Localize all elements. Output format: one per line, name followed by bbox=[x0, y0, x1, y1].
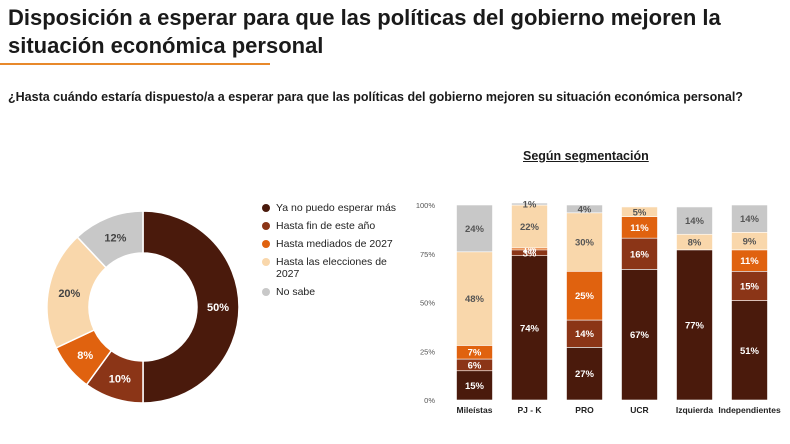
bar-segment-hasta-las-elecciones-de-2027 bbox=[621, 206, 658, 218]
donut-slice-ya-no-puedo-esperar-mas bbox=[142, 210, 240, 404]
bar-segment-hasta-las-elecciones-de-2027 bbox=[566, 212, 603, 272]
bar-value-label: 5% bbox=[633, 207, 647, 218]
page-title: Disposición a esperar para que las polít… bbox=[8, 5, 721, 58]
bar-value-label: 11% bbox=[740, 256, 759, 267]
legend-swatch bbox=[262, 288, 270, 296]
bar-value-label: 3% bbox=[523, 248, 537, 259]
bar-value-label: 48% bbox=[465, 294, 485, 305]
donut-slice-no-sabe bbox=[76, 210, 144, 269]
x-category-label: Mileístas bbox=[457, 405, 493, 415]
legend-label: No sabe bbox=[276, 286, 316, 298]
legend-swatch bbox=[262, 240, 270, 248]
bar-segment-hasta-fin-de-este-ano bbox=[731, 271, 768, 301]
donut-value-label: 12% bbox=[104, 232, 126, 244]
bar-segment-no-sabe bbox=[566, 204, 603, 214]
bar-value-label: 22% bbox=[520, 222, 540, 233]
bar-segment-no-sabe bbox=[511, 202, 548, 206]
y-tick-label: 100% bbox=[416, 201, 436, 210]
bar-value-label: 74% bbox=[520, 323, 540, 334]
legend-swatch bbox=[262, 204, 270, 212]
bar-segment-ya-no-puedo-esperar-mas bbox=[456, 370, 493, 401]
bar-value-label: 11% bbox=[630, 223, 649, 234]
legend-label: Hasta fin de este año bbox=[276, 220, 376, 232]
bar-value-label: 14% bbox=[575, 329, 595, 340]
bar-value-label: 1% bbox=[523, 244, 537, 255]
donut-chart: 50% 10% 8% 20% 12% bbox=[46, 210, 240, 404]
bar-value-label: 27% bbox=[575, 369, 595, 380]
bar-segment-ya-no-puedo-esperar-mas bbox=[676, 249, 713, 401]
x-category-label: PJ - K bbox=[517, 405, 542, 415]
legend-item-no-sabe: No sabe bbox=[262, 286, 402, 298]
bar-value-label: 9% bbox=[743, 237, 757, 248]
bar-value-label: 15% bbox=[740, 281, 760, 292]
x-category-label: PRO bbox=[575, 405, 594, 415]
bar-segment-no-sabe bbox=[456, 204, 493, 253]
y-tick-label: 0% bbox=[424, 396, 435, 405]
legend-label: Hasta mediados de 2027 bbox=[276, 238, 393, 250]
y-tick-label: 75% bbox=[420, 250, 435, 259]
legend-swatch bbox=[262, 258, 270, 266]
bar-value-label: 6% bbox=[468, 360, 482, 371]
legend-item-hasta-las-elecciones-de-2027: Hasta las elecciones de 2027 bbox=[262, 256, 402, 280]
bar-value-label: 14% bbox=[740, 214, 760, 225]
donut-value-label: 10% bbox=[109, 373, 131, 385]
legend-label: Hasta las elecciones de 2027 bbox=[276, 256, 387, 280]
donut-value-label: 50% bbox=[207, 302, 229, 314]
bar-segment-hasta-las-elecciones-de-2027 bbox=[456, 251, 493, 346]
survey-question: ¿Hasta cuándo estaría dispuesto/a a espe… bbox=[8, 90, 743, 104]
bar-value-label: 15% bbox=[465, 381, 485, 392]
donut-value-label: 8% bbox=[77, 350, 93, 362]
bar-value-label: 16% bbox=[630, 249, 650, 260]
bar-segment-no-sabe bbox=[731, 204, 768, 233]
bar-value-label: 4% bbox=[578, 204, 592, 215]
x-category-label: Independientes bbox=[718, 405, 781, 415]
bar-segment-no-sabe bbox=[676, 206, 713, 235]
y-tick-label: 50% bbox=[420, 299, 435, 308]
legend-item-hasta-mediados-de-2027: Hasta mediados de 2027 bbox=[262, 238, 402, 250]
segmentation-title: Según segmentación bbox=[523, 149, 649, 163]
bar-value-label: 24% bbox=[465, 224, 485, 235]
bar-value-label: 25% bbox=[575, 291, 595, 302]
bar-value-label: 51% bbox=[740, 346, 760, 357]
y-tick-label: 25% bbox=[420, 347, 435, 356]
donut-legend: Ya no puedo esperar más Hasta fin de este… bbox=[262, 202, 402, 304]
bar-value-label: 8% bbox=[688, 238, 702, 249]
bar-value-label: 7% bbox=[468, 348, 482, 359]
bar-value-label: 14% bbox=[685, 216, 705, 227]
title-underline bbox=[0, 63, 270, 65]
bar-segment-hasta-mediados-de-2027 bbox=[566, 271, 603, 321]
legend-label: Ya no puedo esperar más bbox=[276, 202, 397, 214]
bar-value-label: 67% bbox=[630, 330, 650, 341]
bar-value-label: 1% bbox=[523, 200, 537, 211]
bar-segment-ya-no-puedo-esperar-mas bbox=[621, 269, 658, 401]
legend-item-ya-no-puedo-esperar-mas: Ya no puedo esperar más bbox=[262, 202, 402, 214]
bar-segment-hasta-fin-de-este-ano bbox=[566, 319, 603, 348]
bar-segment-ya-no-puedo-esperar-mas bbox=[511, 255, 548, 401]
x-category-label: Izquierda bbox=[676, 405, 714, 415]
donut-value-label: 20% bbox=[58, 288, 80, 300]
legend-item-hasta-fin-de-este-ano: Hasta fin de este año bbox=[262, 220, 402, 232]
bar-value-label: 77% bbox=[685, 320, 705, 331]
bar-value-label: 30% bbox=[575, 238, 595, 249]
bar-segment-ya-no-puedo-esperar-mas bbox=[731, 300, 768, 401]
x-category-label: UCR bbox=[630, 405, 648, 415]
legend-swatch bbox=[262, 222, 270, 230]
stacked-bar-chart: 0% 25% 50% 75% 100% 15% 6%7% 48% 24% Mileístas 74%… bbox=[416, 200, 781, 415]
